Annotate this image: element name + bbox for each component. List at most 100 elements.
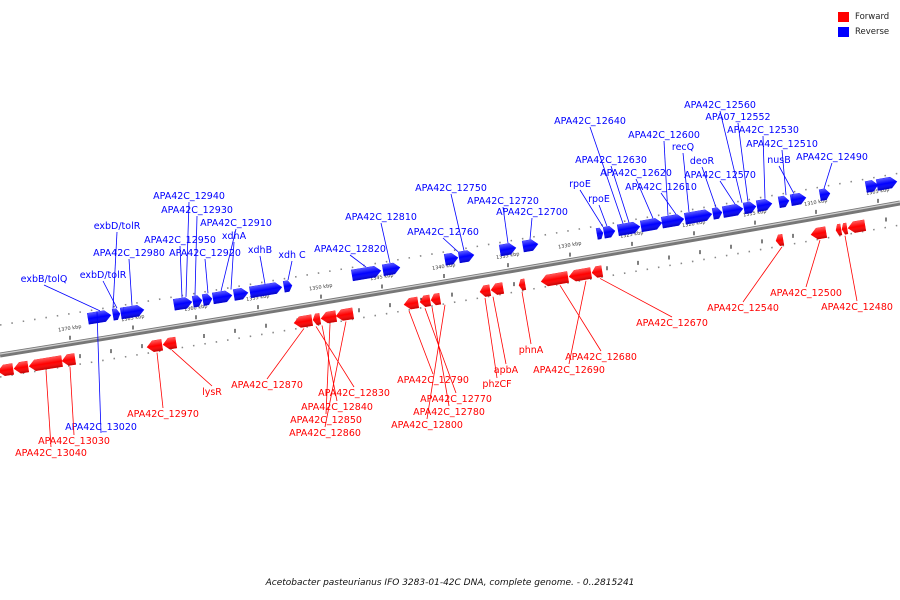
gene-leader-line [43, 284, 101, 312]
reverse-gene-arrow-shade [173, 297, 192, 311]
forward-gene-arrow-shade [811, 226, 827, 240]
gene-leader-line [442, 237, 459, 252]
genome-backbone-highlight [0, 201, 900, 355]
gene-label: APA42C_13030 [38, 436, 110, 447]
gene-leader-line [737, 122, 749, 202]
gene-leader-line [742, 246, 783, 303]
gene-leader-line [762, 135, 766, 199]
gene-leader-line [408, 310, 434, 375]
map-caption: Acetobacter pasteurianus IFO 3283-01-42C… [265, 578, 635, 588]
genome-backbone [0, 200, 900, 358]
reverse-gene-arrow-shade [212, 290, 232, 304]
reverse-gene-arrow-shade [522, 239, 538, 253]
gene-label: phnA [519, 345, 544, 356]
gene-label: APA42C_12760 [407, 227, 479, 238]
gene-label: exbD/tolR [94, 221, 141, 232]
scale-tick-label: 1335 kbp [496, 251, 520, 261]
forward-gene-arrow-shade [480, 284, 491, 297]
gene-leader-line [96, 311, 102, 434]
gene-leader-line [781, 149, 787, 196]
reverse-gene-arrow-shade [233, 288, 248, 301]
gene-leader-line [844, 235, 858, 302]
gene-label: APA42C_12680 [565, 352, 637, 363]
gene-leader-line [315, 326, 355, 388]
gene-label: phzCF [482, 379, 511, 390]
reverse-gene-arrow-shade [444, 253, 458, 266]
gene-leader-line [112, 231, 118, 309]
gene-leader-line [102, 280, 118, 309]
gene-label: APA42C_12670 [636, 318, 708, 329]
gene-label: APA42C_12780 [413, 407, 485, 418]
forward-gene-arrow-shade [420, 294, 431, 307]
forward-gene-arrow-shade [842, 222, 848, 235]
gene-label: APA42C_12480 [821, 302, 893, 313]
gene-leader-line [823, 162, 833, 189]
reverse-gene-arrow-shade [792, 193, 806, 206]
gene-leader-line [492, 296, 507, 365]
gene-label: exbD/tolR [80, 270, 127, 281]
gene-label: APA42C_12720 [467, 196, 539, 207]
gene-label: APA42C_12800 [391, 420, 463, 431]
forward-gene-arrow-shade [404, 296, 419, 310]
gene-label: APA42C_12930 [161, 205, 233, 216]
gene-label: lysR [202, 387, 222, 398]
gene-label: APA42C_12620 [600, 168, 672, 179]
scale-tick-label: 1360 kbp [184, 303, 208, 313]
reverse-gene-arrow-shade [819, 188, 830, 201]
scale-tick-label: 1315 kbp [743, 209, 767, 219]
forward-gene-arrow-shade [491, 282, 504, 295]
gene-label: nusB [767, 155, 791, 166]
reverse-gene-arrow-shade [722, 204, 743, 218]
gene-leader-line [266, 328, 305, 380]
gene-leader-line [45, 370, 52, 448]
scale-tick-label: 1340 kbp [432, 262, 456, 272]
gene-leader-line [701, 166, 717, 208]
reverse-swatch [838, 26, 849, 37]
gene-leader-line [521, 291, 532, 345]
gene-leader-line [635, 178, 654, 219]
gene-label: rpoE [569, 179, 591, 190]
scale-tick-label: 1370 kbp [58, 324, 82, 334]
reverse-gene-arrow-shade [756, 199, 772, 212]
scale-tick-label: 1350 kbp [309, 283, 333, 293]
gene-label: APA42C_12910 [200, 218, 272, 229]
reverse-gene-arrow-shade [249, 282, 282, 298]
gene-leader-line [660, 192, 677, 215]
reverse-gene-arrow-shade [640, 218, 662, 232]
gene-label: APA42C_12810 [345, 212, 417, 223]
gene-leader-line [325, 324, 331, 415]
forward-gene-arrow-shade [147, 339, 163, 352]
gene-label: APA42C_13020 [65, 422, 137, 433]
reverse-gene-arrow-shade [499, 243, 516, 256]
gene-label: APA42C_12860 [289, 428, 361, 439]
forward-gene-arrow-shade [14, 361, 29, 374]
gene-leader-line [719, 180, 736, 205]
gene-leader-line [529, 217, 533, 240]
gene-label: APA42C_12610 [625, 182, 697, 193]
gene-leader-line [259, 255, 266, 284]
gene-leader-line [69, 366, 75, 436]
gene-leader-line [484, 298, 498, 379]
gene-leader-line [589, 126, 624, 224]
legend: Forward Reverse [838, 9, 889, 39]
gene-label: APA42C_12950 [144, 235, 216, 246]
forward-gene-arrow-shade [836, 224, 842, 236]
scale-tick-label: 1305 kbp [866, 187, 890, 197]
gene-leader-line [610, 165, 630, 223]
gene-leader-line [568, 280, 587, 365]
gene-leader-line [450, 193, 465, 251]
reverse-gene-arrow-shade [617, 222, 640, 236]
reverse-gene-arrow-shade [743, 201, 756, 214]
gene-label: APA42C_12640 [554, 116, 626, 127]
gene-leader-line [128, 258, 133, 306]
gene-label: APA42C_12510 [746, 139, 818, 150]
gene-leader-line [559, 285, 602, 352]
gene-label: APA42C_12770 [420, 394, 492, 405]
gene-label: APA42C_12920 [169, 248, 241, 259]
gene-leader-line [179, 245, 183, 298]
reverse-gene-arrow-shade [192, 295, 202, 308]
forward-gene-arrow-shade [321, 310, 337, 324]
scale-tick-label: 1330 kbp [558, 241, 582, 251]
gene-label: xdhA [222, 231, 247, 242]
